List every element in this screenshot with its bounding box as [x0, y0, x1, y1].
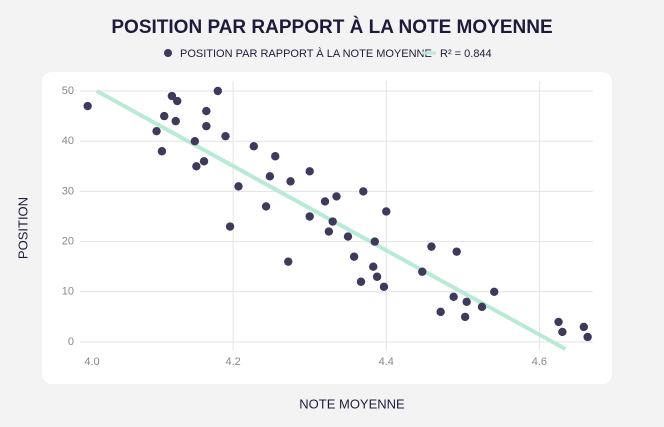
- data-point: [190, 137, 200, 146]
- data-point: [171, 116, 180, 126]
- data-point: [328, 217, 337, 226]
- data-point: [359, 187, 368, 196]
- data-point: [462, 297, 471, 307]
- data-point: [202, 121, 211, 131]
- data-point: [324, 227, 334, 236]
- y-tick-label: 40: [62, 135, 74, 147]
- data-point: [234, 182, 243, 191]
- data-point: [332, 192, 341, 201]
- data-point: [379, 282, 389, 291]
- x-tick-label: 4.6: [532, 356, 547, 368]
- data-point: [343, 232, 353, 241]
- x-tick-label: 4.4: [379, 356, 394, 368]
- data-point: [167, 91, 177, 101]
- data-point: [157, 147, 167, 156]
- data-point: [418, 267, 427, 276]
- data-point: [372, 272, 382, 281]
- data-point: [449, 292, 458, 302]
- y-tick-label: 10: [62, 286, 74, 298]
- data-point: [249, 142, 259, 151]
- data-point: [490, 287, 499, 296]
- data-point: [320, 197, 330, 206]
- data-point: [213, 86, 223, 96]
- data-point: [427, 242, 436, 251]
- data-point: [436, 307, 445, 317]
- data-point: [265, 172, 275, 181]
- data-point: [160, 111, 169, 121]
- data-point: [305, 212, 314, 221]
- data-point: [173, 96, 182, 106]
- data-point: [199, 157, 209, 166]
- x-tick-label: 4.2: [225, 356, 240, 368]
- data-point: [83, 101, 92, 111]
- legend-label: POSITION PAR RAPPORT À LA NOTE MOYENNE: [180, 47, 432, 60]
- data-point: [583, 332, 592, 342]
- data-point: [452, 247, 461, 256]
- data-point: [152, 126, 161, 136]
- data-point: [554, 317, 563, 327]
- data-point: [382, 207, 391, 216]
- data-point: [369, 262, 378, 271]
- y-tick-label: 50: [62, 85, 74, 97]
- data-point: [349, 252, 359, 261]
- y-tick-label: 0: [68, 336, 74, 348]
- data-point: [370, 237, 379, 246]
- x-tick-label: 4.0: [84, 356, 99, 368]
- x-axis-label: NOTE MOYENNE: [299, 396, 405, 411]
- data-point: [579, 322, 589, 332]
- data-point: [284, 257, 293, 266]
- data-point: [271, 152, 280, 161]
- chart-title: POSITION PAR RAPPORT À LA NOTE MOYENNE: [111, 16, 552, 38]
- data-point: [305, 167, 314, 176]
- y-tick-label: 30: [62, 185, 74, 197]
- data-point: [477, 302, 487, 312]
- data-point: [558, 327, 567, 337]
- data-point: [286, 177, 295, 186]
- y-axis-label: POSITION: [15, 197, 30, 259]
- legend-label: R² = 0.844: [440, 48, 492, 60]
- data-point: [221, 131, 230, 141]
- y-tick-label: 20: [62, 236, 74, 248]
- data-point: [356, 277, 366, 286]
- data-point: [202, 106, 211, 116]
- data-point: [460, 312, 470, 322]
- data-point: [261, 202, 271, 211]
- data-point: [192, 162, 201, 171]
- legend-marker: [164, 49, 172, 57]
- data-point: [225, 222, 235, 231]
